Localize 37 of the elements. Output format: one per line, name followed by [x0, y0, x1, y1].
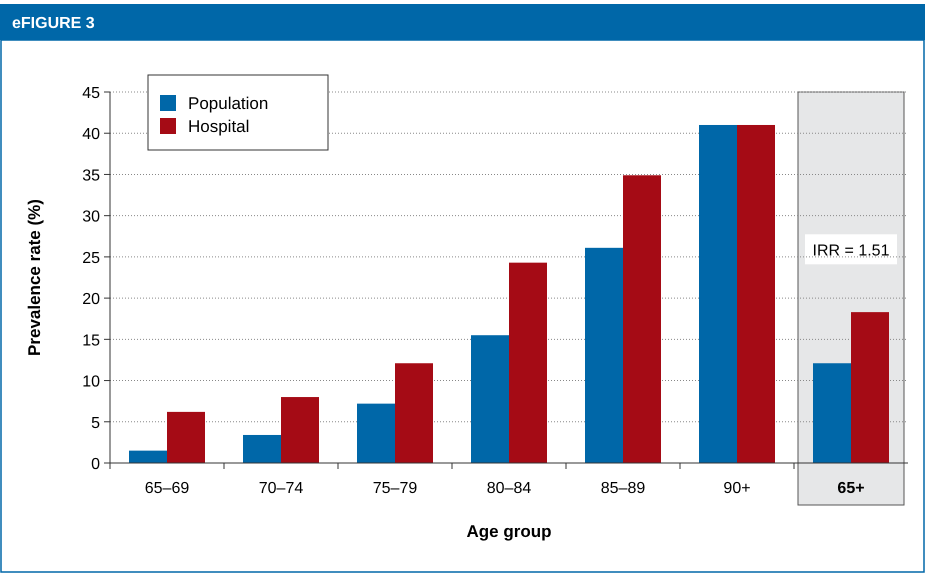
- bar: [813, 363, 851, 463]
- x-tick-label: 65–69: [144, 480, 190, 497]
- x-tick-label: 85–89: [600, 480, 646, 497]
- y-tick-label: 5: [91, 414, 100, 432]
- bar: [851, 312, 889, 463]
- y-tick-label: 45: [82, 85, 100, 102]
- y-tick-label: 20: [82, 291, 100, 308]
- bar: [471, 335, 509, 463]
- bar: [623, 175, 661, 463]
- x-tick-label: 75–79: [372, 480, 418, 497]
- y-tick-label: 0: [91, 456, 100, 473]
- y-tick-label: 25: [82, 250, 100, 267]
- band-label: IRR = 1.51: [812, 242, 890, 260]
- bar: [243, 434, 281, 463]
- bar: [395, 363, 433, 463]
- bar: [281, 397, 319, 463]
- bar: [737, 124, 775, 463]
- y-tick-label: 35: [82, 167, 100, 184]
- bar: [699, 124, 737, 463]
- bar: [357, 404, 395, 463]
- bar: [585, 248, 623, 463]
- bar: [129, 450, 167, 463]
- bar: [509, 262, 547, 463]
- x-tick-label: 65+: [837, 480, 865, 497]
- x-tick-label: 90+: [723, 480, 751, 497]
- y-axis-title: Prevalence rate (%): [25, 199, 44, 356]
- x-tick-label: 80–84: [486, 480, 532, 497]
- y-tick-label: 40: [82, 126, 100, 144]
- y-tick-label: 30: [82, 208, 100, 226]
- bar: [167, 412, 205, 463]
- x-axis-title: Age group: [466, 522, 552, 541]
- chart-title: eFIGURE 3: [12, 15, 95, 32]
- x-tick-label: 70–74: [258, 480, 304, 497]
- legend-label: Hospital: [188, 117, 250, 136]
- legend-label: Population: [188, 94, 268, 113]
- y-tick-label: 10: [82, 374, 100, 391]
- y-tick-label: 15: [82, 332, 100, 350]
